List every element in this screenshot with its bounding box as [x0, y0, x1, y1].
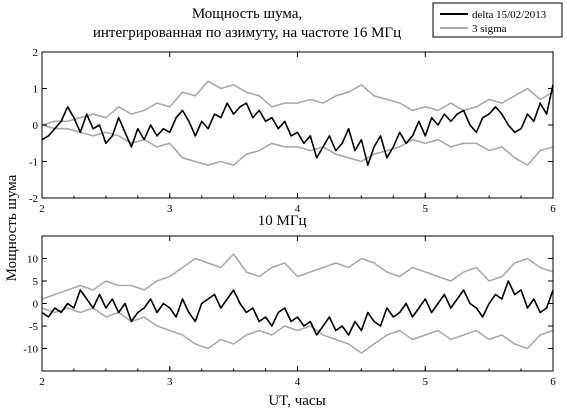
y-tick-label: 0 — [33, 120, 39, 132]
y-tick-label: 5 — [33, 276, 39, 288]
panel-title: 10 МГц — [258, 213, 307, 229]
y-tick-label: 10 — [27, 254, 39, 266]
figure-title-line1: Мощность шума, — [192, 6, 302, 22]
x-tick-label: 4 — [295, 376, 301, 388]
x-tick-label: 5 — [423, 203, 429, 215]
legend-label-sigma: 3 sigma — [472, 23, 507, 35]
x-tick-label: 6 — [550, 376, 556, 388]
figure-title-line2: интегрированная по азимуту, на частоте 1… — [93, 25, 401, 41]
y-tick-label: 2 — [33, 47, 39, 59]
y-axis-label: Мощность шума — [4, 174, 20, 281]
y-tick-label: -1 — [29, 157, 38, 169]
plot-frame-1 — [42, 236, 553, 371]
y-tick-label: 1 — [33, 84, 39, 96]
y-tick-label: -2 — [29, 193, 38, 205]
legend: delta 15/02/2013 3 sigma — [433, 3, 562, 37]
x-tick-label: 6 — [550, 203, 556, 215]
x-tick-label: 5 — [423, 376, 429, 388]
x-tick-label: 3 — [167, 203, 173, 215]
x-tick-label: 3 — [167, 376, 173, 388]
y-tick-label: -5 — [29, 321, 39, 333]
series-line-1-0 — [42, 281, 553, 335]
series-line-1-2 — [42, 308, 553, 353]
x-tick-label: 2 — [39, 203, 45, 215]
y-tick-label: -10 — [23, 344, 38, 356]
plot-frame-0 — [42, 52, 553, 198]
y-tick-label: 0 — [33, 299, 39, 311]
legend-label-delta: delta 15/02/2013 — [472, 9, 547, 21]
x-axis-label: UT, часы — [268, 393, 325, 409]
series-line-1-1 — [42, 254, 553, 299]
bottom-panel-10mhz: 2 3 4 5 6 -10 -5 0 5 10 10 МГц — [23, 213, 556, 388]
x-tick-label: 2 — [39, 376, 45, 388]
series-line-0-0 — [42, 85, 553, 165]
